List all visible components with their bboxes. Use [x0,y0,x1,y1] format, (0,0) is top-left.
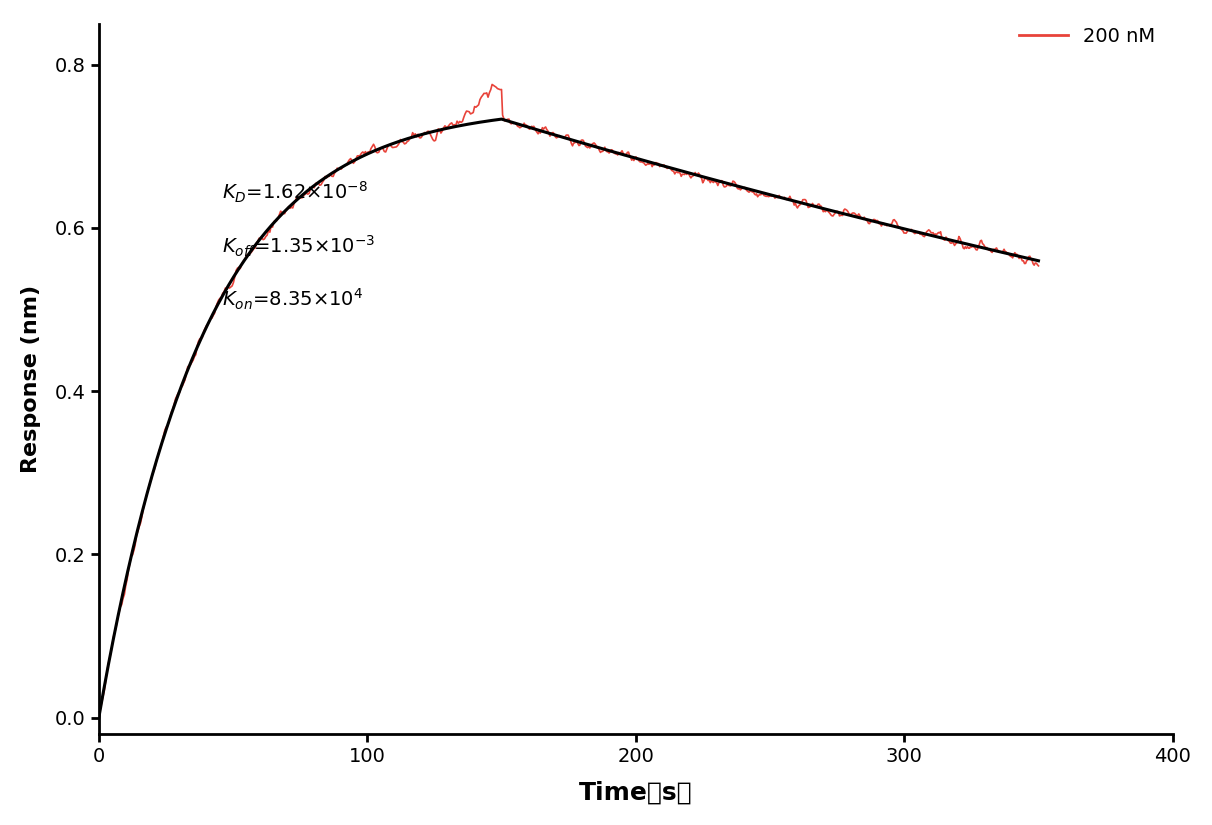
Text: $K_D$=1.62×10$^{-8}$: $K_D$=1.62×10$^{-8}$ [222,180,368,205]
Y-axis label: Response (nm): Response (nm) [21,285,41,473]
Text: $K_{off}$=1.35×10$^{-3}$: $K_{off}$=1.35×10$^{-3}$ [222,233,376,258]
Legend: 200 nM: 200 nM [1011,19,1164,54]
Text: $K_{on}$=8.35×10$^4$: $K_{on}$=8.35×10$^4$ [222,286,364,312]
X-axis label: Time（s）: Time（s） [579,780,692,804]
